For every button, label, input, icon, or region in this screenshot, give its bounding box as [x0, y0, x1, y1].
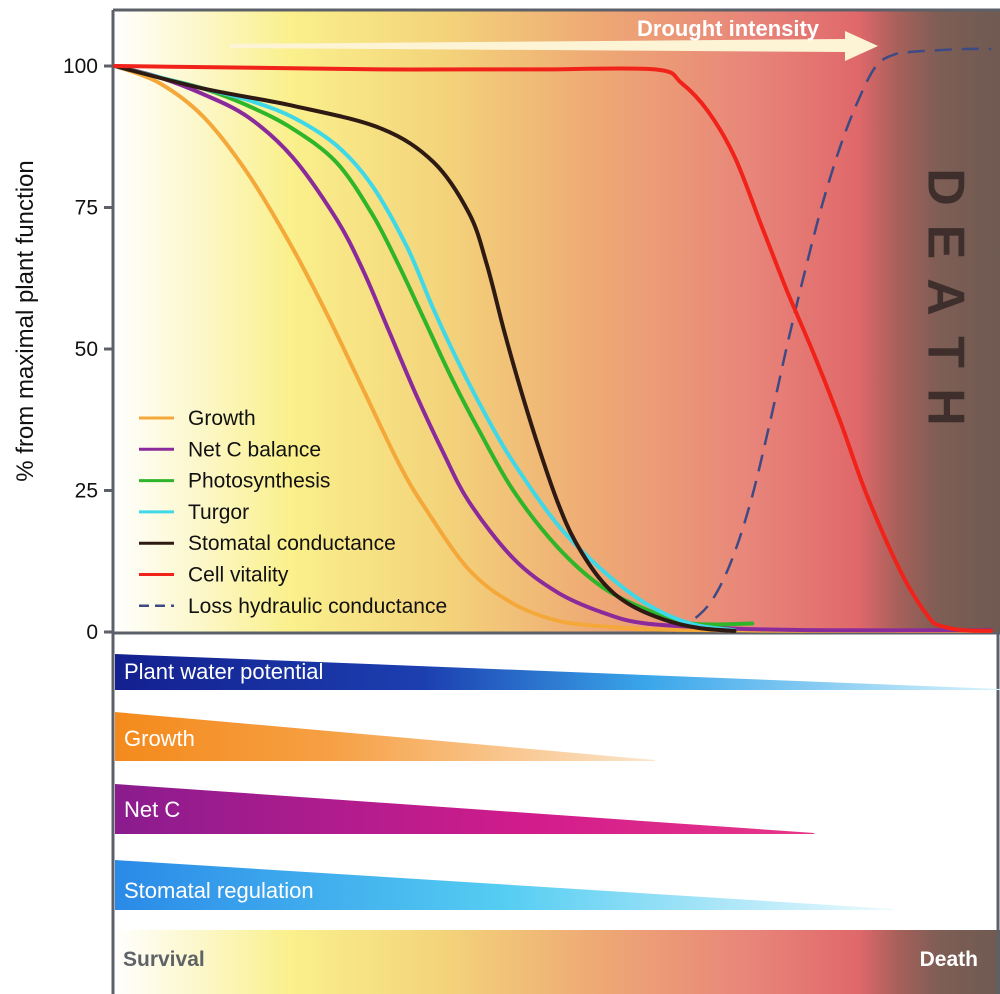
phase-wedge [115, 784, 815, 834]
series-line-stomatal-conductance [113, 64, 737, 633]
phase-wedges: Plant water potential Growth Net C Stomatal… [115, 654, 1000, 910]
legend-label: Stomatal conductance [188, 532, 396, 555]
y-tick-label: 25 [75, 480, 98, 503]
survival-death-scale [113, 930, 1000, 994]
death-letter: T [916, 336, 974, 368]
legend-label: Turgor [188, 501, 249, 524]
death-letter: D [916, 168, 974, 206]
series-layer [113, 47, 994, 634]
survival-label: Survival [123, 948, 205, 971]
phase-wedge-label: Net C [124, 797, 180, 822]
y-tick-label: 75 [75, 197, 98, 220]
legend-label: Net C balance [188, 438, 321, 461]
y-axis-title: % from maximal plant function [12, 160, 39, 481]
death-scale-label: Death [920, 948, 978, 971]
y-tick-label: 50 [75, 338, 98, 361]
phase-wedge-label: Plant water potential [124, 659, 323, 684]
legend-label: Loss hydraulic conductance [188, 595, 447, 618]
y-ticks: 0 25 50 75 100 [63, 55, 113, 644]
arrow-shape [230, 31, 878, 61]
death-letter: A [916, 278, 974, 316]
death-letter: E [916, 225, 974, 260]
phase-wedge [115, 712, 655, 761]
series-line-loss-hydraulic-conductance [671, 47, 992, 634]
legend-label: Cell vitality [188, 564, 289, 587]
phase-wedge-label: Growth [124, 726, 195, 751]
phase-wedge [115, 654, 1000, 690]
y-tick-label: 100 [63, 55, 98, 78]
legend: Growth Net C balance Photosynthesis Turgor S… [139, 407, 447, 618]
legend-label: Photosynthesis [188, 470, 330, 493]
death-letter: H [916, 388, 974, 426]
legend-label: Growth [188, 407, 256, 430]
phase-wedge [115, 860, 894, 910]
drought-intensity-arrow: Drought intensity [230, 16, 878, 61]
phase-wedge-label: Stomatal regulation [124, 878, 314, 903]
drought-intensity-label: Drought intensity [637, 16, 820, 41]
y-tick-label: 0 [86, 621, 98, 644]
series-line-cell-vitality [113, 64, 994, 633]
